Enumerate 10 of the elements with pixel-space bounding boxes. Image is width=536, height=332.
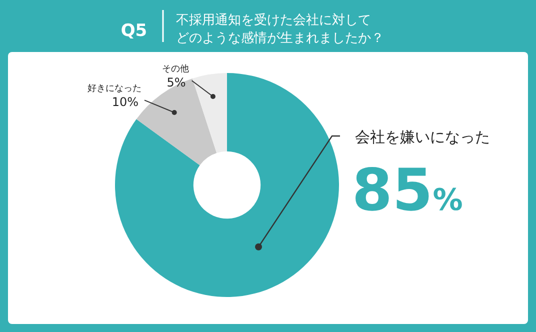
data-label: 10% [112,95,138,110]
slice-label: 好きになった [87,83,142,94]
slice-label: 会社を嫌いになった [355,128,490,146]
slice-label: その他 [162,64,189,75]
donut-slice [192,73,227,154]
chart-subtitle: 不採用通知を受けた会社に対してどのような感情が生まれましたか？ [176,12,384,46]
data-label: 5% [166,76,186,90]
chart-title: Q5 [120,21,148,41]
donut-slice [115,73,339,297]
data-label: 85% [352,156,463,224]
